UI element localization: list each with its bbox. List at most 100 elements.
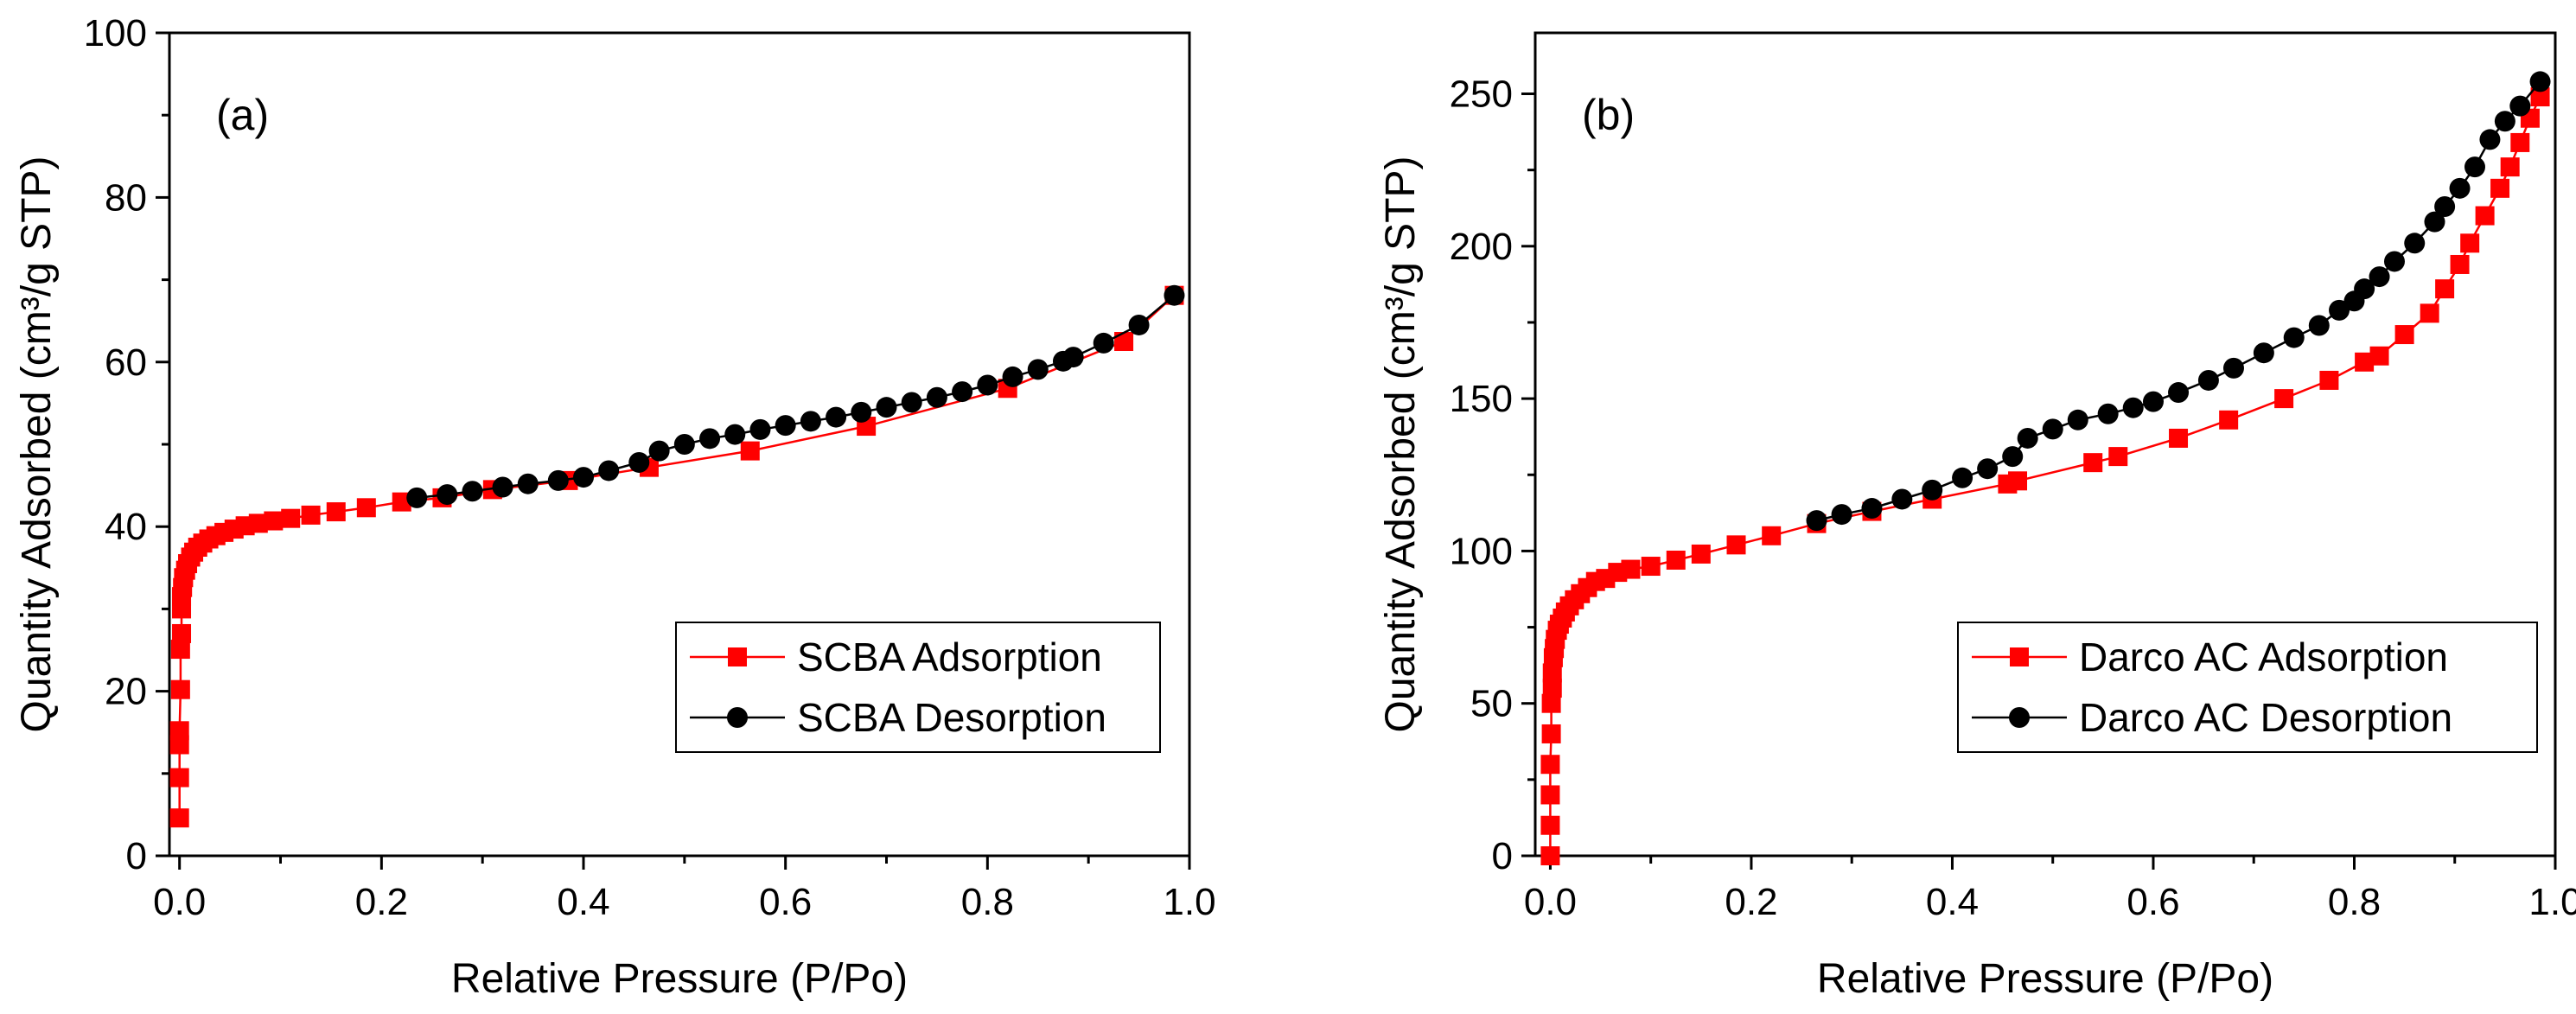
panel-a-data-point: [573, 467, 595, 488]
panel-a-data-point: [169, 721, 189, 741]
panel-b-data-point: [2253, 342, 2274, 364]
panel-a-data-point: [169, 768, 189, 788]
panel-b-legend-box: [1957, 622, 2538, 753]
panel-a-data-point: [724, 424, 746, 445]
panel-b-data-point: [2464, 156, 2485, 178]
panel-b-legend: Darco AC Adsorption Darco AC Desorption: [1957, 622, 2538, 753]
panel-b-data-point: [2108, 447, 2128, 467]
panel-b-data-point: [1977, 458, 1999, 480]
panel-a-data-point: [628, 451, 650, 473]
panel-b-data-point: [2369, 266, 2390, 288]
panel-a-data-point: [326, 502, 346, 522]
panel-b-data-point: [1542, 679, 1562, 698]
panel-a-data-point: [699, 428, 721, 450]
panel-a-data-point: [1002, 366, 1023, 387]
panel-a-data-point: [1114, 332, 1134, 351]
panel-a-data-point: [673, 434, 695, 455]
panel-a-data-point: [1027, 359, 1049, 380]
panel-b-data-point: [2460, 233, 2480, 253]
panel-b-ytick-label: 200: [1450, 226, 1513, 268]
panel-a-xtick-label: 0.2: [355, 881, 408, 923]
panel-a-ytick-label: 60: [105, 341, 147, 384]
panel-b-data-point: [2343, 290, 2365, 312]
panel-b-xtick-label: 0.6: [2126, 881, 2179, 923]
panel-a-x-axis-title: Relative Pressure (P/Po): [451, 956, 908, 1002]
panel-a-data-point: [749, 418, 771, 440]
panel-b-data-point: [1540, 755, 1560, 775]
panel-b-data-point: [2435, 279, 2455, 299]
panel-b-data-point: [2509, 95, 2531, 117]
panel-b-data-point: [1861, 498, 1883, 520]
panel-b-data-point: [1806, 510, 1827, 532]
panel-a-data-point: [1164, 284, 1185, 306]
panel-a-data-point: [437, 484, 458, 506]
panel-b-xtick-label: 0.0: [1524, 881, 1577, 923]
panel-a-data-point: [977, 374, 998, 396]
panel-a-data-point: [800, 411, 821, 432]
panel-a-data-point: [952, 381, 973, 403]
panel-b-data-point: [2383, 251, 2405, 272]
panel-b-data-point: [2097, 403, 2119, 424]
panel-a-data-point: [281, 508, 301, 528]
panel-b-data-point: [1542, 663, 1562, 683]
panel-a-ytick-label: 40: [105, 506, 147, 548]
panel-b-data-point: [2510, 132, 2530, 152]
panel-a-data-point: [169, 808, 189, 828]
panel-b-data-point: [2319, 370, 2339, 390]
panel-b-xtick-label: 0.8: [2328, 881, 2381, 923]
panel-b-data-point: [1762, 526, 1782, 545]
panel-b-data-point: [2042, 418, 2063, 440]
panel-b-data-point: [2197, 369, 2219, 391]
panel-b-data-point: [2168, 382, 2190, 404]
panel-b-data-point: [1891, 488, 1913, 510]
panel-a-data-point: [462, 481, 483, 502]
panel-b-ytick-label: 100: [1450, 530, 1513, 572]
panel-b-data-point: [2420, 303, 2439, 323]
panel-b-data-point: [2122, 397, 2144, 418]
panel-b-data-point: [2500, 157, 2520, 177]
panel-a-legend-label: SCBA Adsorption: [797, 635, 1102, 679]
panel-b-data-point: [2329, 299, 2350, 321]
panel-a-data-point: [517, 473, 539, 494]
panel-a-xtick-label: 1.0: [1163, 881, 1215, 923]
panel-b-data-point: [2169, 428, 2189, 448]
panel-b-data-point: [1831, 504, 1852, 526]
panel-b-legend-label: Darco AC Adsorption: [2079, 635, 2448, 679]
panel-b-data-point: [1541, 724, 1561, 743]
panel-a-xtick-label: 0.6: [759, 881, 812, 923]
panel-a-data-point: [826, 406, 847, 428]
panel-b-data-point: [2219, 410, 2239, 430]
panel-b-ytick-label: 50: [1470, 683, 1513, 725]
panel-a-data-point: [851, 401, 872, 423]
panel-b-ytick-label: 250: [1450, 73, 1513, 116]
panel-a-ytick-label: 80: [105, 176, 147, 219]
panel-b-data-point: [1952, 467, 1973, 488]
panel-b-data-point: [2404, 233, 2426, 254]
panel-b-data-point: [1666, 550, 1686, 570]
panel-b-xtick-label: 0.4: [1926, 881, 1979, 923]
panel-b-data-point: [2142, 391, 2164, 412]
panel-b-data-point: [2083, 453, 2103, 473]
panel-a-data-point: [775, 415, 796, 437]
panel-b-legend-marker-circle: [2009, 707, 2030, 728]
panel-a-data-point: [926, 386, 947, 408]
panel-b-data-point: [2002, 446, 2024, 468]
panel-b-data-point: [1641, 557, 1661, 577]
panel-a-data-point: [170, 640, 190, 660]
panel-b-plot-frame: [1533, 31, 2557, 858]
panel-b-data-point: [2067, 409, 2088, 430]
panel-a-data-point: [1093, 332, 1114, 354]
panel-b-data-point: [2283, 327, 2305, 348]
panel-a-data-point: [392, 492, 411, 512]
panel-a-data-point: [547, 469, 569, 491]
panel-b-data-point: [2355, 352, 2375, 372]
panel-b-ytick-label: 150: [1450, 378, 1513, 420]
panel-a-y-axis-title: Quantity Adsorbed (cm³/g STP): [14, 156, 60, 733]
panel-b-data-point: [2494, 111, 2515, 132]
panel-a-data-point: [901, 392, 922, 413]
panel-b-data-point: [2308, 315, 2330, 336]
panel-b-data-point: [2434, 195, 2456, 217]
panel-a-ytick-label: 0: [126, 835, 147, 877]
panel-a-data-point: [740, 441, 760, 461]
